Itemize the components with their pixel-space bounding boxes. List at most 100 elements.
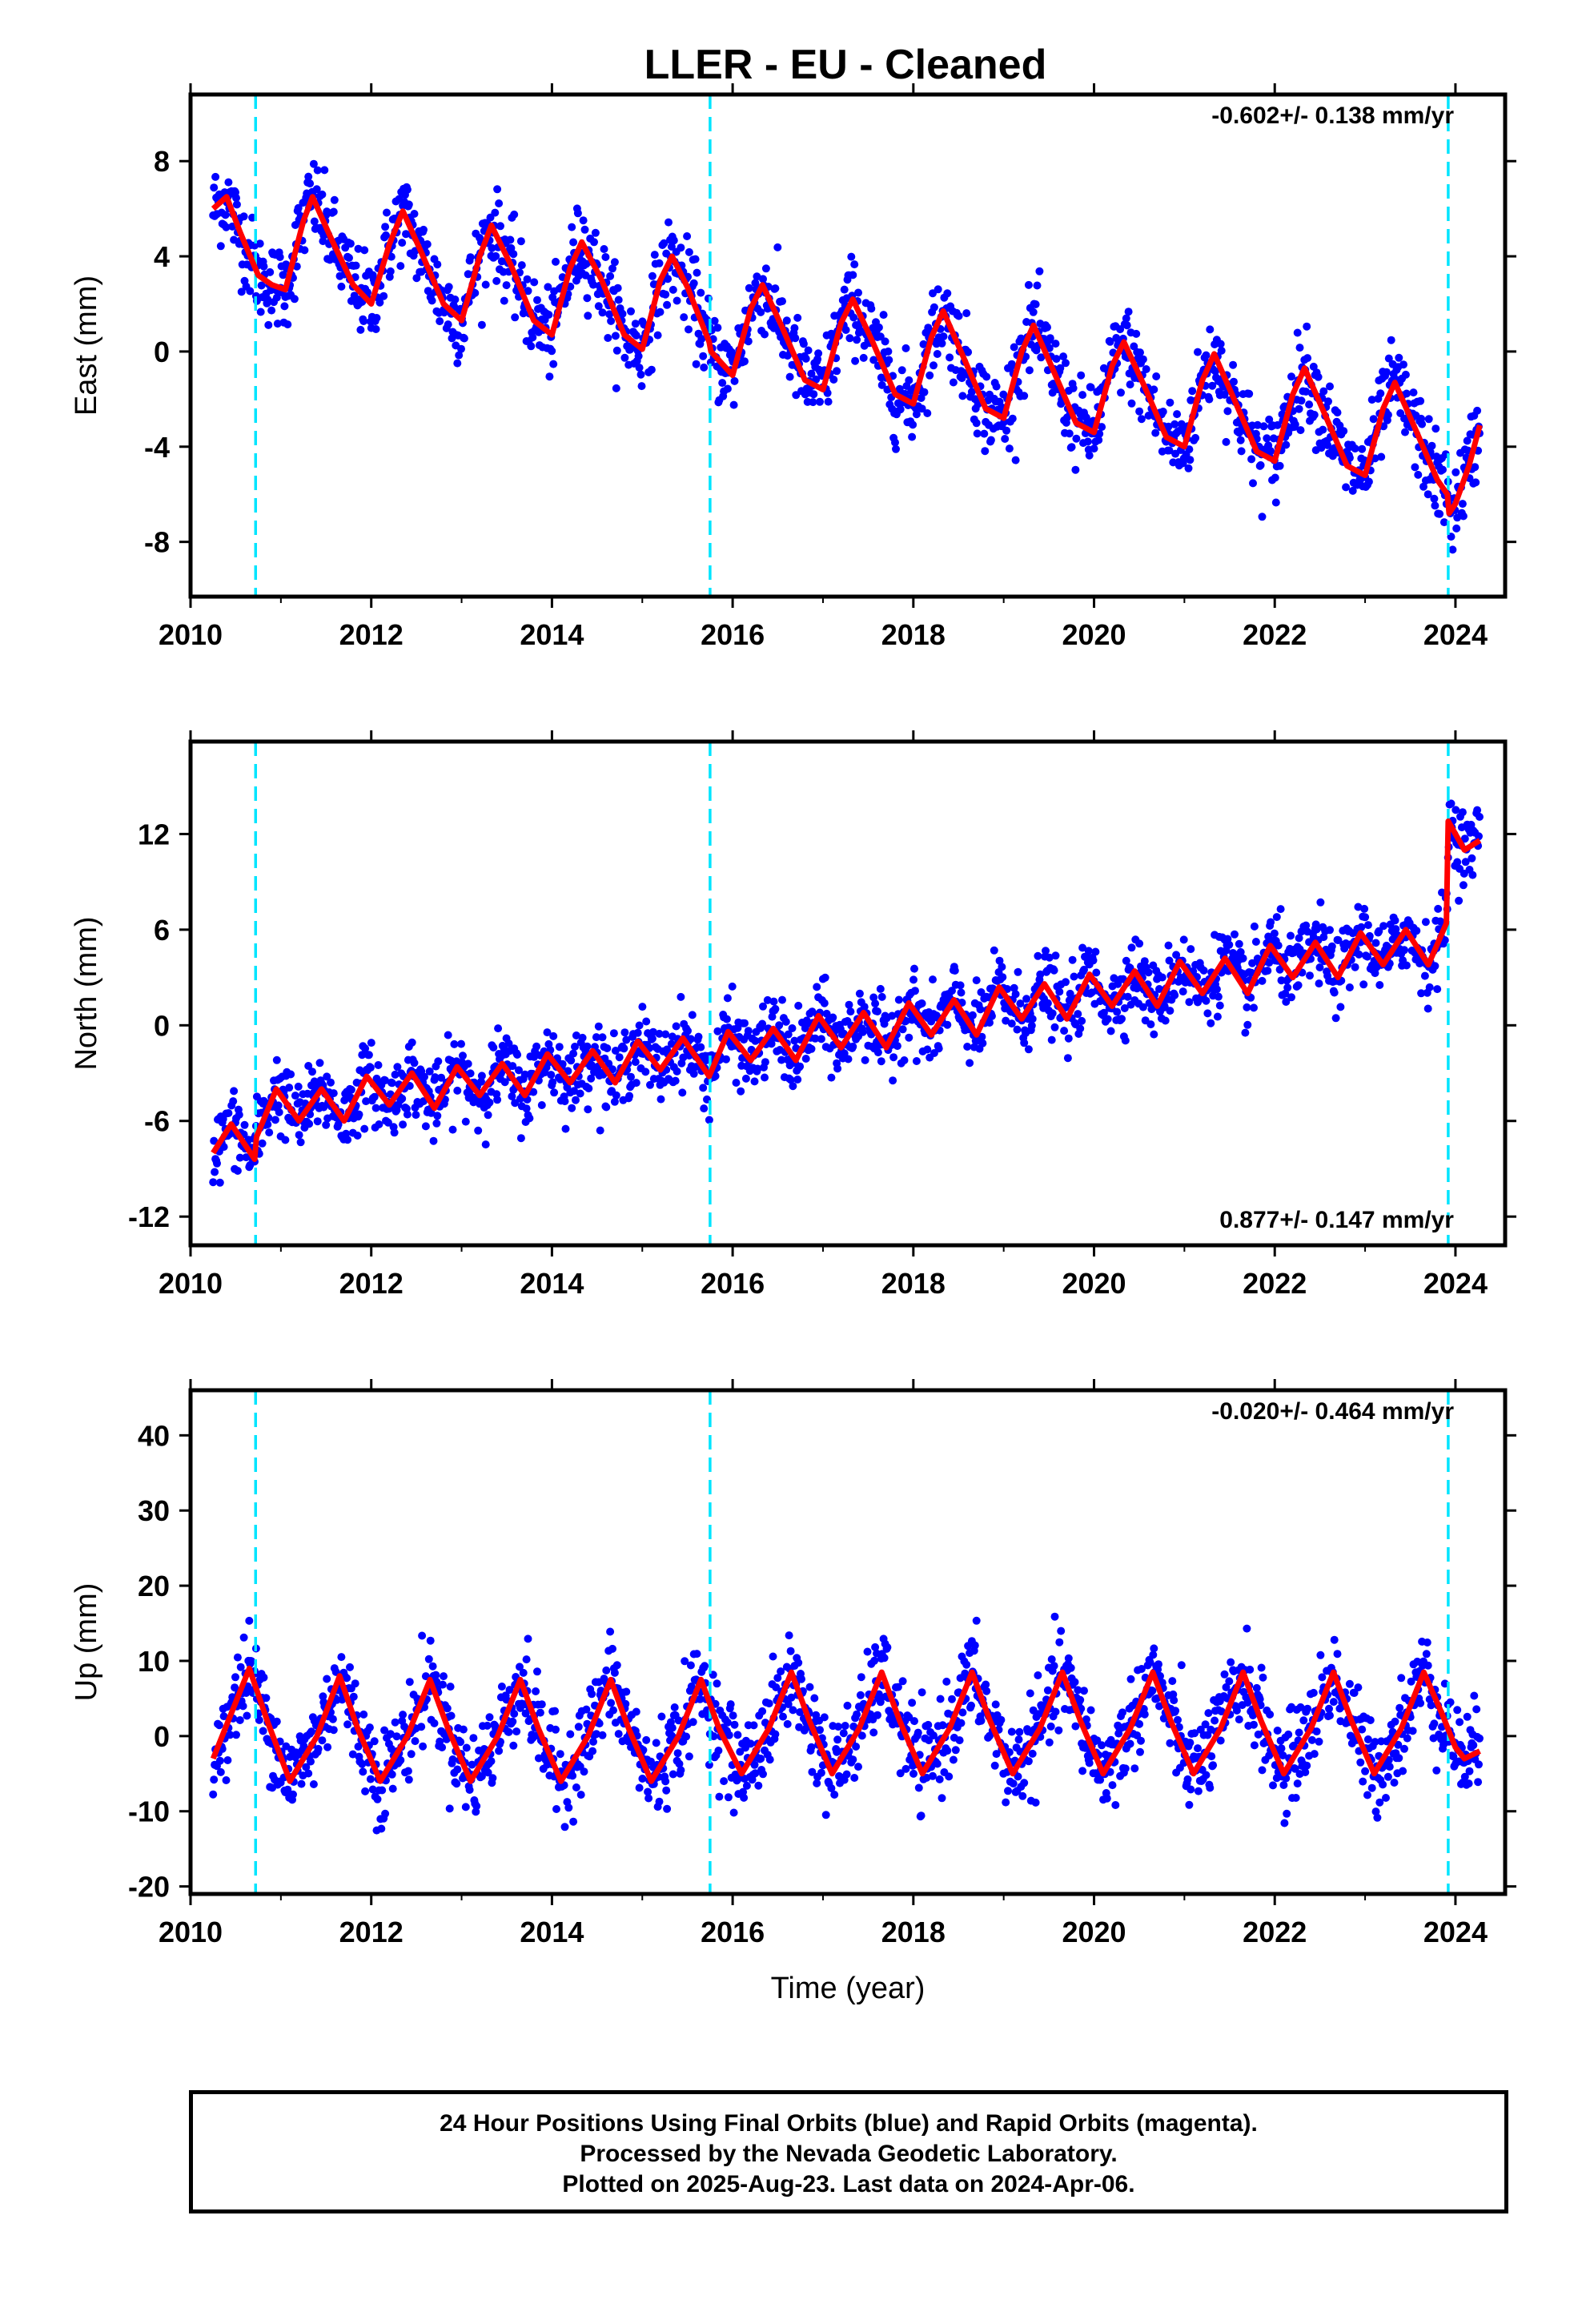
north-point-1001 — [978, 1032, 986, 1041]
up-point-609 — [677, 1766, 685, 1775]
east-point-1107 — [1059, 352, 1068, 361]
up-point-1006 — [982, 1680, 990, 1689]
north-point-622 — [686, 1035, 695, 1043]
east-point-1293 — [1202, 351, 1211, 360]
up-point-852 — [863, 1647, 872, 1656]
east-point-523 — [610, 258, 619, 267]
north-point-569 — [646, 1080, 654, 1089]
up-point-219 — [377, 1824, 386, 1833]
east-point-1206 — [1135, 407, 1144, 416]
east-point-1417 — [1297, 396, 1306, 405]
north-point-1504 — [1363, 921, 1372, 930]
east-point-253 — [403, 185, 412, 194]
north-point-741 — [778, 995, 786, 1004]
north-point-197 — [360, 1124, 369, 1133]
east-point-971 — [954, 312, 963, 320]
up-point-625 — [689, 1718, 697, 1727]
east-point-581 — [655, 259, 664, 267]
east-point-179 — [346, 239, 355, 248]
north-point-515 — [604, 1059, 613, 1068]
up-point-1097 — [1051, 1707, 1060, 1716]
east-point-1528 — [1382, 368, 1391, 376]
east-point-1202 — [1132, 329, 1141, 338]
north-point-1149 — [1091, 947, 1100, 956]
east-point-1534 — [1387, 336, 1395, 344]
up-point-679 — [730, 1720, 739, 1729]
north-point-385 — [504, 1039, 513, 1047]
up-point-39 — [239, 1702, 247, 1711]
up-point-1129 — [1076, 1695, 1085, 1704]
up-point-601 — [670, 1703, 679, 1711]
up-point-705 — [750, 1760, 759, 1769]
up-point-1117 — [1066, 1663, 1075, 1672]
up-point-1095 — [1050, 1662, 1058, 1671]
north-point-1578 — [1420, 971, 1429, 980]
up-point-1091 — [1046, 1722, 1055, 1731]
up-point-258 — [407, 1750, 416, 1759]
north-point-471 — [571, 1043, 579, 1051]
north-point-937 — [929, 975, 937, 984]
east-point-1301 — [1208, 381, 1217, 390]
up-point-1531 — [1384, 1755, 1393, 1764]
east-ytick-label-2: 0 — [154, 336, 170, 368]
north-point-289 — [431, 1073, 440, 1082]
up-point-861 — [870, 1656, 879, 1665]
up-point-494 — [588, 1747, 597, 1755]
north-point-1499 — [1360, 904, 1369, 913]
north-point-107 — [291, 1092, 299, 1100]
north-point-718 — [761, 1073, 769, 1082]
north-point-504 — [596, 1126, 604, 1135]
up-point-19 — [223, 1756, 232, 1764]
east-point-40 — [239, 212, 248, 221]
east-point-391 — [509, 250, 518, 259]
east-point-933 — [926, 371, 934, 380]
north-point-512 — [602, 1103, 611, 1112]
east-point-167 — [337, 282, 346, 291]
north-point-865 — [873, 1007, 881, 1015]
east-point-1451 — [1323, 440, 1332, 449]
east-point-1416 — [1296, 426, 1305, 435]
east-point-1627 — [1458, 500, 1467, 509]
east-point-409 — [523, 275, 532, 283]
east-point-847 — [859, 353, 868, 362]
east-point-579 — [653, 331, 662, 340]
up-point-255 — [404, 1775, 413, 1784]
up-point-814 — [834, 1723, 842, 1731]
east-point-620 — [685, 247, 693, 256]
north-point-966 — [950, 967, 959, 975]
east-point-66 — [259, 262, 268, 271]
north-point-755 — [789, 1082, 797, 1091]
north-point-956 — [943, 1020, 952, 1029]
north-point-101 — [287, 1070, 295, 1079]
north-point-611 — [678, 1088, 687, 1097]
north-point-370 — [493, 1096, 502, 1104]
up-point-1523 — [1379, 1780, 1387, 1789]
north-point-609 — [677, 992, 685, 1001]
north-point-1110 — [1062, 978, 1070, 987]
up-point-1416 — [1296, 1703, 1305, 1711]
north-point-1468 — [1336, 1003, 1345, 1011]
up-point-992 — [970, 1641, 979, 1650]
east-point-495 — [589, 280, 597, 289]
north-point-9 — [215, 1178, 224, 1187]
north-point-822 — [840, 1049, 849, 1058]
up-point-1304 — [1211, 1716, 1219, 1725]
up-point-499 — [592, 1730, 600, 1739]
east-point-213 — [372, 314, 381, 322]
north-point-83 — [272, 1055, 281, 1064]
up-point-964 — [949, 1755, 958, 1764]
up-point-710 — [754, 1781, 763, 1790]
up-point-1143 — [1086, 1706, 1095, 1715]
north-point-1131 — [1078, 1016, 1086, 1025]
east-point-225 — [382, 231, 390, 239]
east-point-1157 — [1098, 423, 1106, 432]
up-point-469 — [569, 1817, 578, 1826]
up-point-835 — [850, 1774, 859, 1782]
north-point-2 — [211, 1168, 219, 1176]
up-point-1298 — [1206, 1783, 1215, 1792]
east-point-964 — [949, 378, 958, 387]
up-point-1213 — [1140, 1710, 1149, 1719]
east-xtick-label-5: 2020 — [1062, 618, 1126, 651]
up-point-537 — [621, 1699, 630, 1708]
up-point-1549 — [1399, 1767, 1407, 1775]
